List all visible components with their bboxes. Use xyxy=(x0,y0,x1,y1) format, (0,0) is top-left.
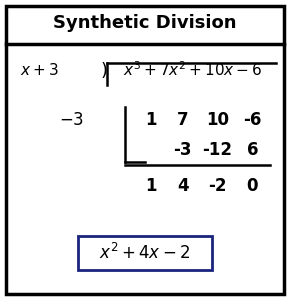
FancyBboxPatch shape xyxy=(6,6,284,294)
Text: -2: -2 xyxy=(208,177,227,195)
Text: $\mathit{x}+3$: $\mathit{x}+3$ xyxy=(20,61,59,78)
Text: $)$: $)$ xyxy=(100,60,107,80)
Text: -6: -6 xyxy=(243,111,262,129)
Text: $-3$: $-3$ xyxy=(59,111,84,129)
Text: 10: 10 xyxy=(206,111,229,129)
Text: 1: 1 xyxy=(145,111,157,129)
Text: $\mathit{x}^2 + 4\mathit{x} - 2$: $\mathit{x}^2 + 4\mathit{x} - 2$ xyxy=(99,243,191,263)
Text: 4: 4 xyxy=(177,177,189,195)
Text: 6: 6 xyxy=(246,141,258,159)
Text: Synthetic Division: Synthetic Division xyxy=(53,14,237,32)
Text: -12: -12 xyxy=(202,141,233,159)
Text: -3: -3 xyxy=(173,141,192,159)
FancyBboxPatch shape xyxy=(78,236,212,270)
Text: $\mathit{x}^3 + 7\mathit{x}^2 + 10\mathit{x} - 6$: $\mathit{x}^3 + 7\mathit{x}^2 + 10\mathi… xyxy=(123,60,262,79)
Text: 1: 1 xyxy=(145,177,157,195)
Text: 7: 7 xyxy=(177,111,189,129)
Text: 0: 0 xyxy=(246,177,258,195)
